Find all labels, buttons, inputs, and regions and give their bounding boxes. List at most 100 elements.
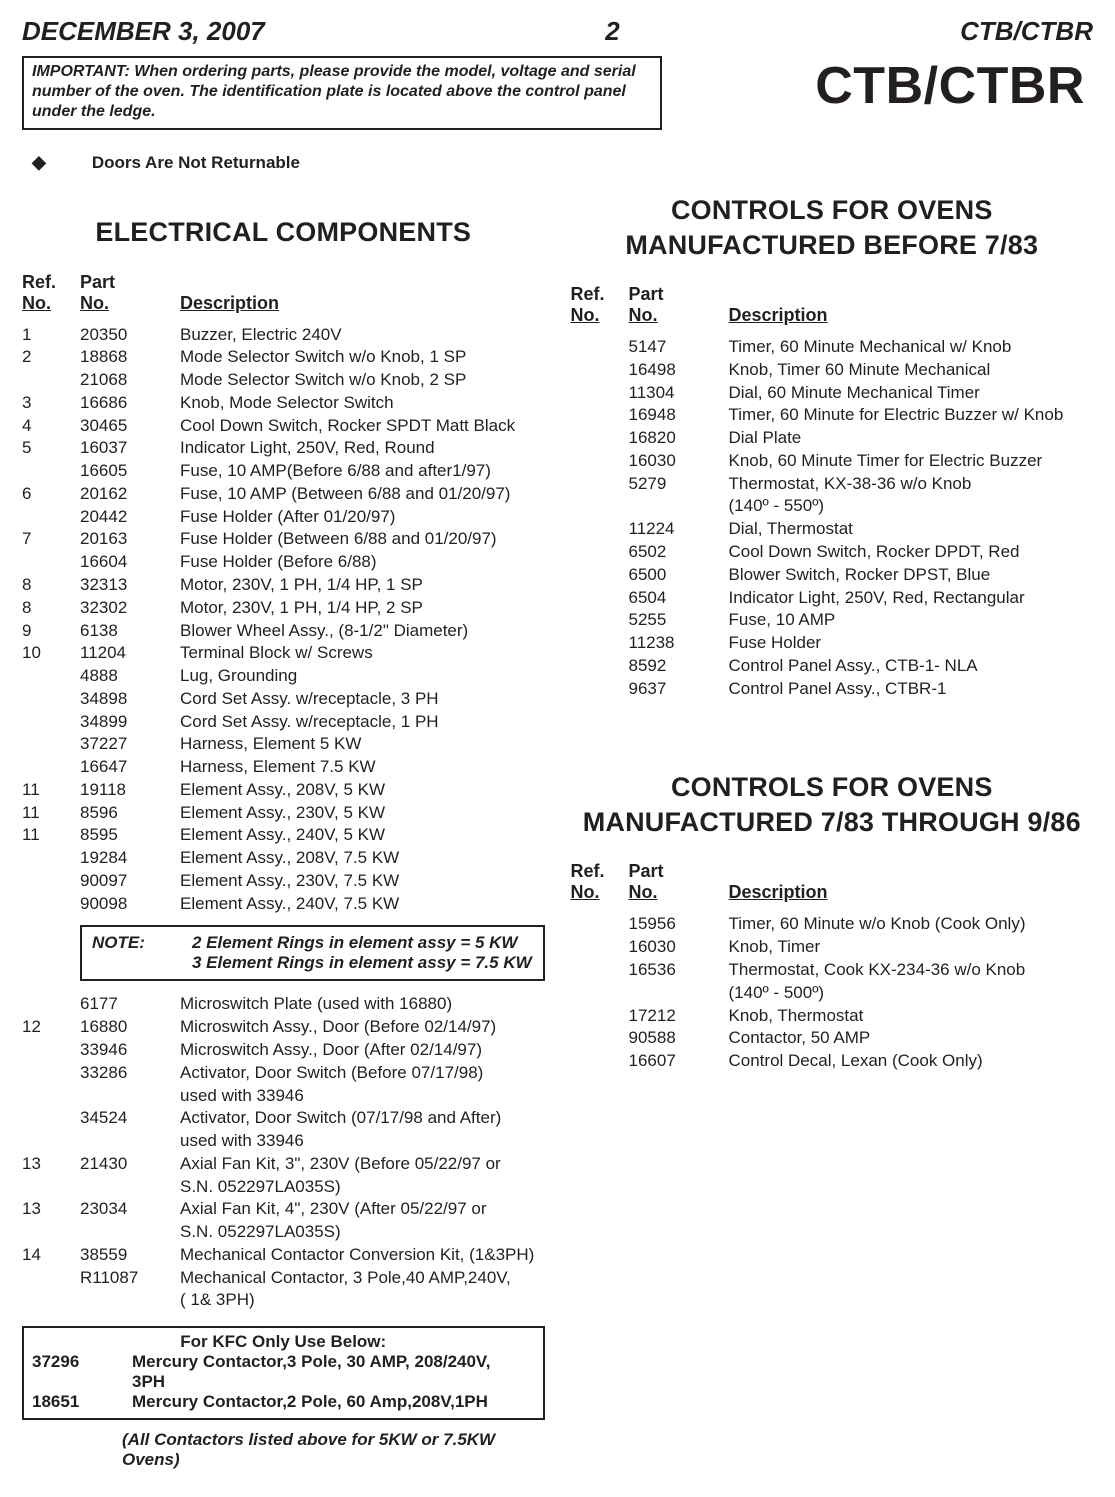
right-sec1-header: Ref. No. Part No. Description — [571, 284, 1094, 326]
table-row: used with 33946 — [22, 1130, 545, 1153]
table-row: 16948Timer, 60 Minute for Electric Buzze… — [571, 404, 1094, 427]
table-row: 218868Mode Selector Switch w/o Knob, 1 S… — [22, 346, 545, 369]
description: Microswitch Assy., Door (Before 02/14/97… — [180, 1016, 545, 1039]
description: Control Panel Assy., CTB-1- NLA — [729, 655, 1094, 678]
ref-no: 6 — [22, 483, 80, 506]
part-no: 16686 — [80, 392, 180, 415]
header-page: 2 — [605, 18, 619, 44]
description: Cool Down Switch, Rocker SPDT Matt Black — [180, 415, 545, 438]
ref-no — [571, 936, 629, 959]
ref-no — [22, 1062, 80, 1085]
ref-no — [571, 336, 629, 359]
description: Fuse, 10 AMP(Before 6/88 and after1/97) — [180, 460, 545, 483]
part-no: 90588 — [629, 1027, 729, 1050]
table-row: 1323034Axial Fan Kit, 4", 230V (After 05… — [22, 1198, 545, 1221]
ref-no — [22, 1176, 80, 1199]
part-no: 20442 — [80, 506, 180, 529]
part-no — [80, 1289, 180, 1312]
description: Cord Set Assy. w/receptacle, 1 PH — [180, 711, 545, 734]
ref-no — [571, 564, 629, 587]
part-no: 90097 — [80, 870, 180, 893]
description: Dial, Thermostat — [729, 518, 1094, 541]
description: (140º - 500º) — [729, 982, 1094, 1005]
table-row: 16820Dial Plate — [571, 427, 1094, 450]
left-table-header: Ref. No. Part No. Description — [22, 272, 545, 314]
description: Microswitch Assy., Door (After 02/14/97) — [180, 1039, 545, 1062]
description: Harness, Element 7.5 KW — [180, 756, 545, 779]
table-row: 16030Knob, 60 Minute Timer for Electric … — [571, 450, 1094, 473]
part-no: 20162 — [80, 483, 180, 506]
part-no: 11238 — [629, 632, 729, 655]
ref-no: 11 — [22, 824, 80, 847]
description: 3PH — [132, 1372, 535, 1392]
hdr-desc: Description — [729, 305, 828, 325]
left-rows-1: 120350Buzzer, Electric 240V218868Mode Se… — [22, 324, 545, 916]
table-row: 20442Fuse Holder (After 01/20/97) — [22, 506, 545, 529]
part-no: 19118 — [80, 779, 180, 802]
right-column: CONTROLS FOR OVENS MANUFACTURED BEFORE 7… — [571, 193, 1094, 1470]
description: Element Assy., 230V, 7.5 KW — [180, 870, 545, 893]
part-no: 16880 — [80, 1016, 180, 1039]
ref-no — [22, 665, 80, 688]
part-no: 4888 — [80, 665, 180, 688]
hdr-ref: Ref. — [22, 272, 56, 292]
part-no: 16604 — [80, 551, 180, 574]
hdr-ref: Ref. — [571, 861, 605, 881]
ref-no — [22, 1221, 80, 1244]
table-row: 832302Motor, 230V, 1 PH, 1/4 HP, 2 SP — [22, 597, 545, 620]
right-sec1-rows: 5147Timer, 60 Minute Mechanical w/ Knob1… — [571, 336, 1094, 700]
description: Axial Fan Kit, 4", 230V (After 05/22/97 … — [180, 1198, 545, 1221]
part-no: 18651 — [32, 1392, 132, 1412]
ref-no — [22, 506, 80, 529]
description: S.N. 052297LA035S) — [180, 1221, 545, 1244]
table-row: 720163Fuse Holder (Between 6/88 and 01/2… — [22, 528, 545, 551]
kfc-rows: 37296Mercury Contactor,3 Pole, 30 AMP, 2… — [32, 1352, 535, 1412]
ref-no — [22, 1085, 80, 1108]
ref-no: 2 — [22, 346, 80, 369]
document-title: CTB/CTBR — [815, 56, 1085, 116]
description: Mercury Contactor,3 Pole, 30 AMP, 208/24… — [132, 1352, 535, 1372]
description: Knob, Thermostat — [729, 1005, 1094, 1028]
part-no: 19284 — [80, 847, 180, 870]
part-no: 16647 — [80, 756, 180, 779]
ref-no — [571, 518, 629, 541]
ref-no: 8 — [22, 574, 80, 597]
part-no: 33286 — [80, 1062, 180, 1085]
ref-no — [571, 1050, 629, 1073]
table-row: 11304Dial, 60 Minute Mechanical Timer — [571, 382, 1094, 405]
part-no: 21430 — [80, 1153, 180, 1176]
ref-no: 4 — [22, 415, 80, 438]
ref-no — [22, 1289, 80, 1312]
part-no: 20350 — [80, 324, 180, 347]
note-label: NOTE: — [92, 933, 192, 973]
table-row: 16604Fuse Holder (Before 6/88) — [22, 551, 545, 574]
ref-no: 5 — [22, 437, 80, 460]
description: Element Assy., 208V, 7.5 KW — [180, 847, 545, 870]
part-no: 9637 — [629, 678, 729, 701]
description: Fuse Holder (Between 6/88 and 01/20/97) — [180, 528, 545, 551]
table-row: 430465Cool Down Switch, Rocker SPDT Matt… — [22, 415, 545, 438]
page: DECEMBER 3, 2007 2 CTB/CTBR IMPORTANT: W… — [0, 0, 1115, 1497]
ref-no — [22, 893, 80, 916]
table-row: 16647Harness, Element 7.5 KW — [22, 756, 545, 779]
table-row: 17212Knob, Thermostat — [571, 1005, 1094, 1028]
ref-no — [22, 711, 80, 734]
ref-no — [22, 369, 80, 392]
table-row: 516037Indicator Light, 250V, Red, Round — [22, 437, 545, 460]
table-row: 34898Cord Set Assy. w/receptacle, 3 PH — [22, 688, 545, 711]
header-model: CTB/CTBR — [960, 18, 1093, 44]
table-row: 34899Cord Set Assy. w/receptacle, 1 PH — [22, 711, 545, 734]
note-line1: 2 Element Rings in element assy = 5 KW — [192, 933, 532, 953]
part-no: 5147 — [629, 336, 729, 359]
ref-no — [22, 1107, 80, 1130]
contactor-footnote: (All Contactors listed above for 5KW or … — [122, 1430, 545, 1470]
table-row: 118596Element Assy., 230V, 5 KW — [22, 802, 545, 825]
description: Thermostat, KX-38-36 w/o Knob — [729, 473, 1094, 496]
header-date: DECEMBER 3, 2007 — [22, 18, 265, 44]
description: Element Assy., 230V, 5 KW — [180, 802, 545, 825]
part-no: 33946 — [80, 1039, 180, 1062]
ref-no — [22, 993, 80, 1016]
description: Axial Fan Kit, 3", 230V (Before 05/22/97… — [180, 1153, 545, 1176]
table-row: 1011204Terminal Block w/ Screws — [22, 642, 545, 665]
kfc-box: For KFC Only Use Below: 37296Mercury Con… — [22, 1326, 545, 1420]
